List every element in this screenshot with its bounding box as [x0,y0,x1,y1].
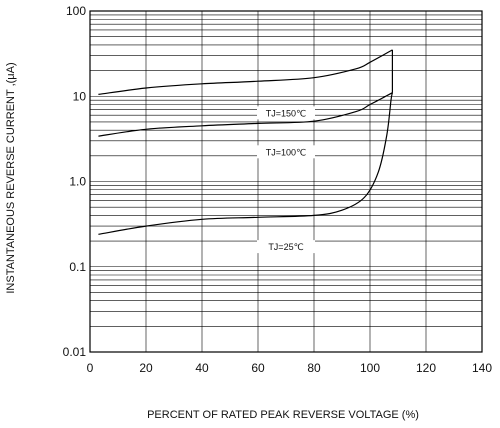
series-label-2: TJ=25℃ [268,242,303,252]
x-tick-label: 120 [416,361,436,375]
x-axis-title: PERCENT OF RATED PEAK REVERSE VOLTAGE (%… [147,409,419,421]
series-label-bg [257,240,315,254]
x-tick-label: 20 [139,361,153,375]
series-label-bg [257,145,315,159]
label-layer: TJ=150℃ TJ=100℃ TJ=25℃ [257,106,315,254]
grid-layer [89,10,483,353]
tick-layer: 0 20 40 60 80 100 120 140 0.01 0.1 1.0 10 100 [63,4,493,375]
series-label-1: TJ=100℃ [266,147,306,157]
x-tick-label: 80 [307,361,321,375]
y-axis-title: INSTANTANEOUS REVERSE CURRENT ,(μA) [5,62,17,293]
y-tick-label: 100 [66,4,86,18]
x-tick-label: 140 [472,361,492,375]
series-line-2 [98,92,393,235]
y-tick-label: 10 [73,89,87,103]
x-tick-label: 100 [360,361,380,375]
series-label-0: TJ=150℃ [266,108,306,118]
x-tick-label: 0 [87,361,94,375]
y-tick-label: 0.01 [63,345,87,359]
series-line-1 [98,92,393,137]
y-tick-label: 1.0 [69,175,86,189]
plot-frame [89,10,483,353]
x-tick-label: 60 [251,361,265,375]
y-tick-label: 0.1 [69,260,86,274]
series-label-bg [257,106,315,120]
series-line-0 [98,49,393,95]
series-layer [98,49,393,235]
x-tick-label: 40 [195,361,209,375]
